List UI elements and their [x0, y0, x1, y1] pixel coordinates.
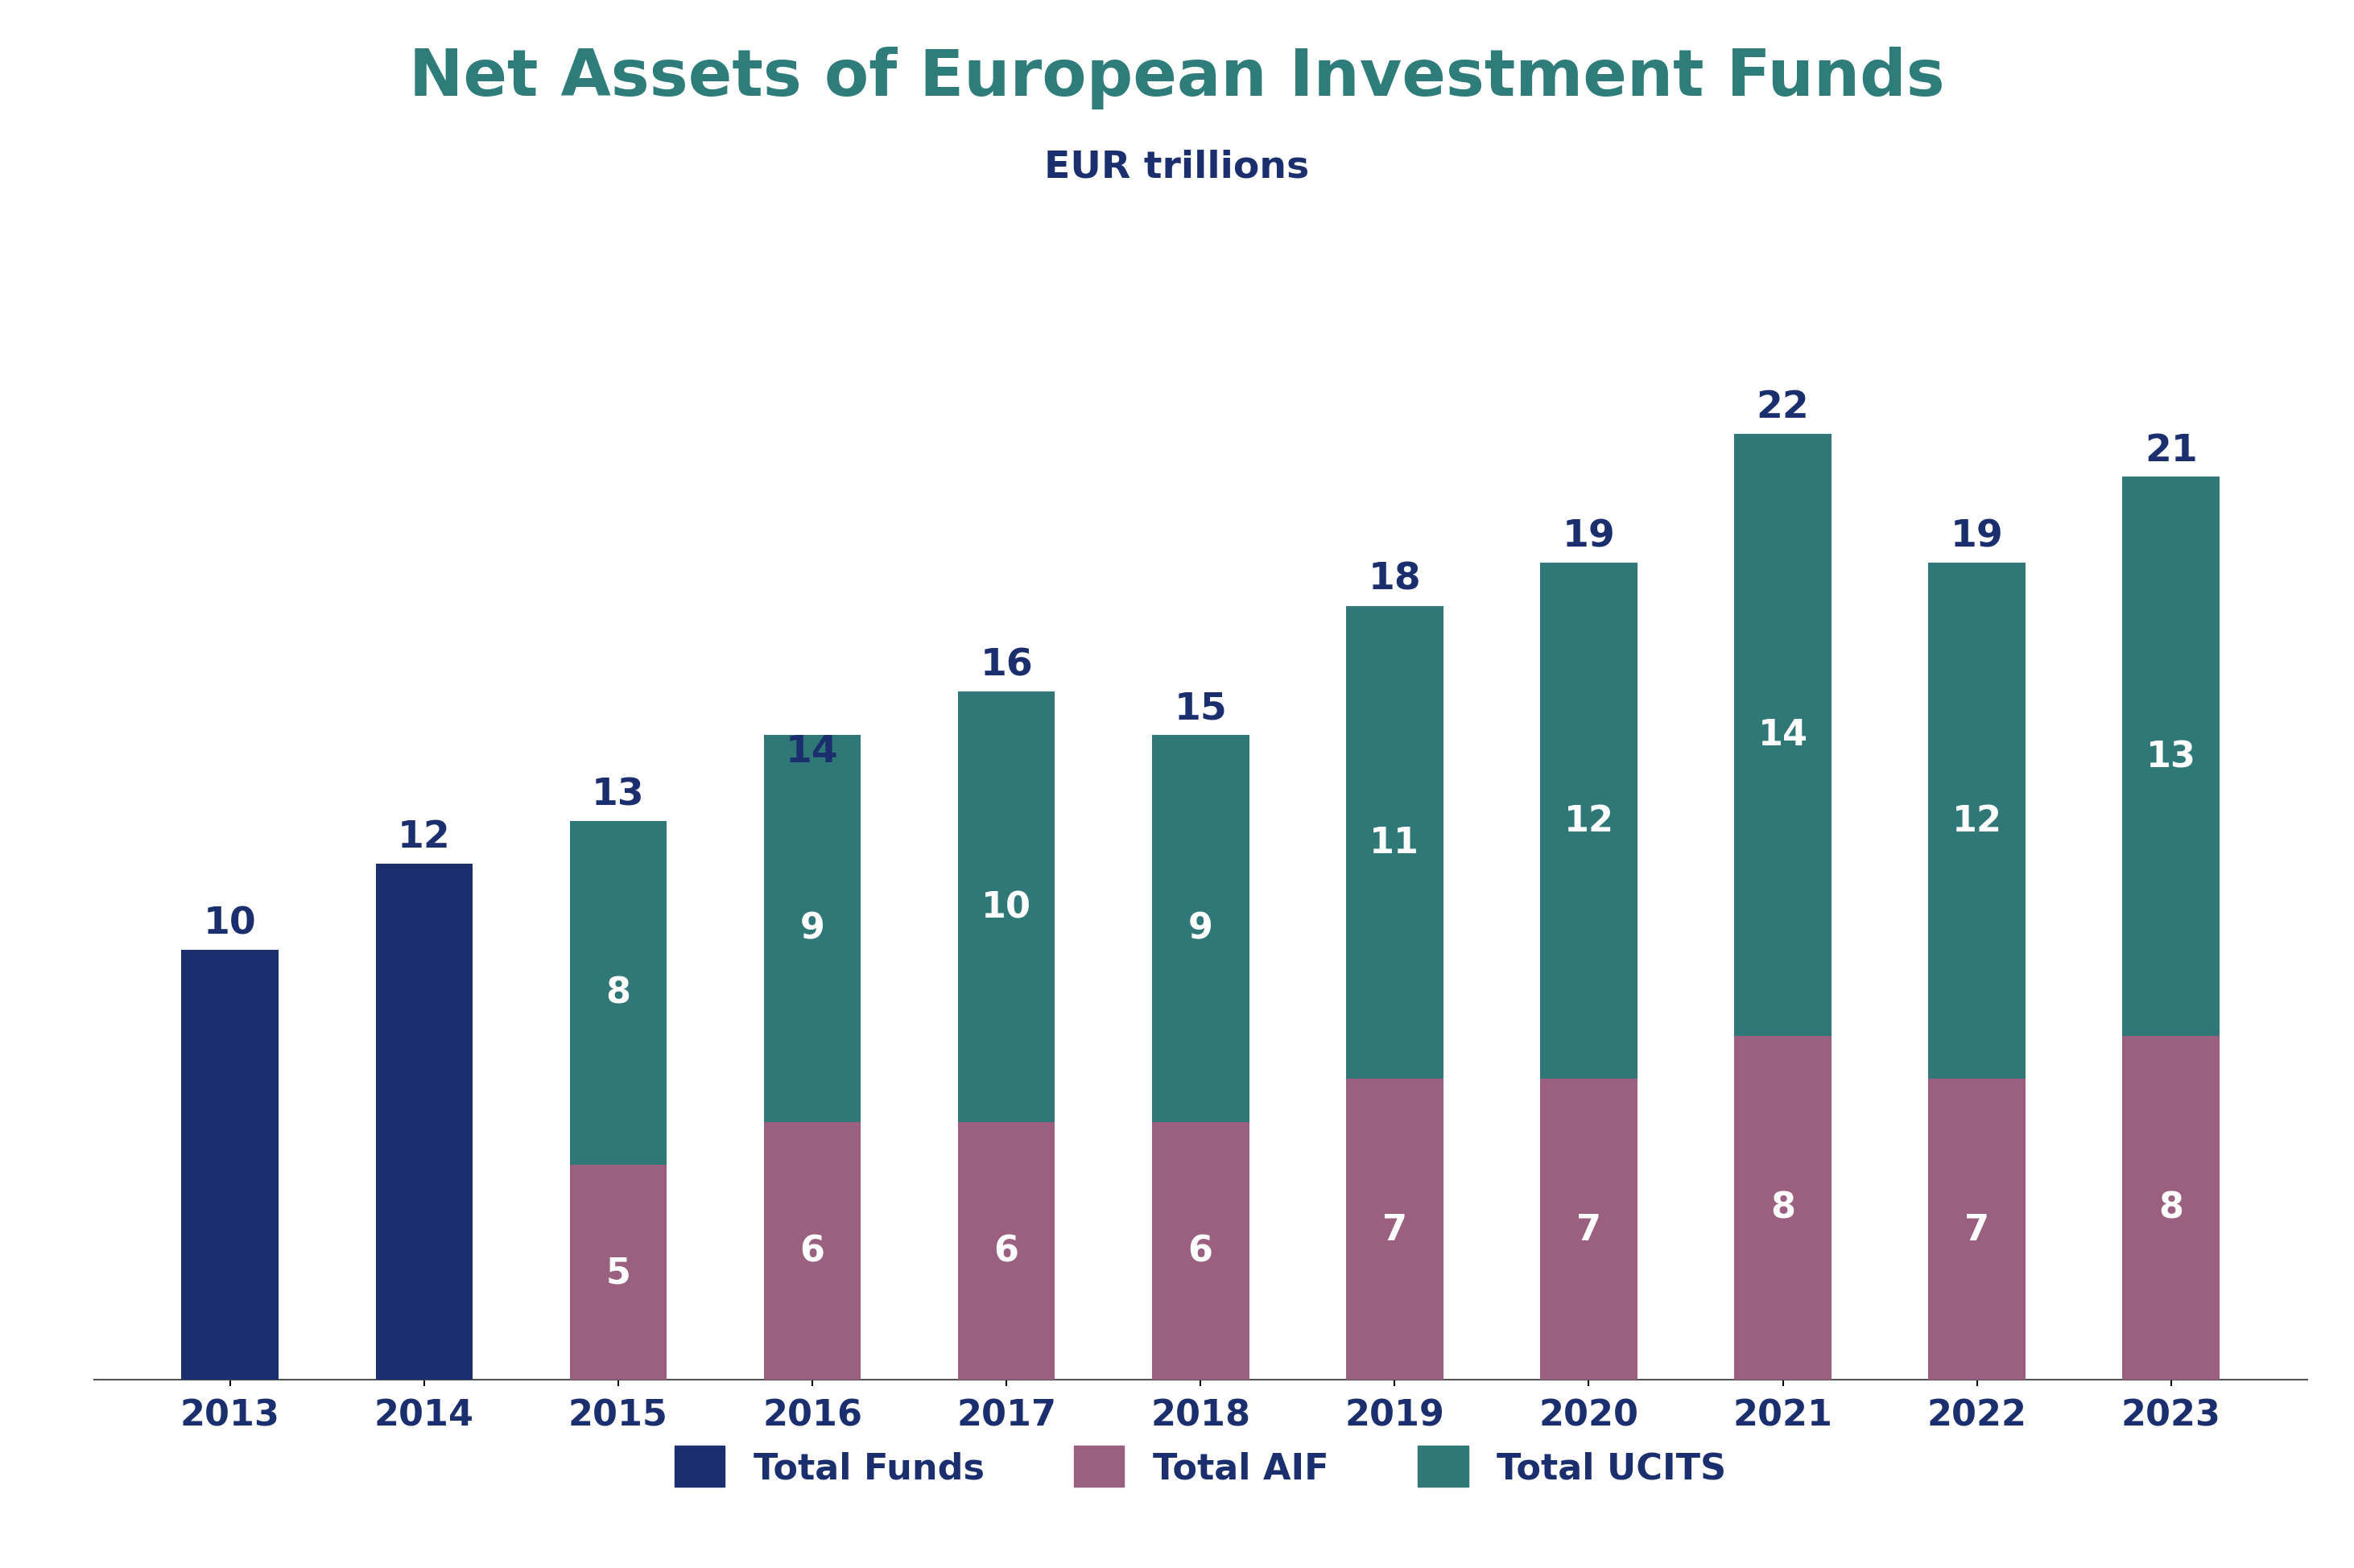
Text: 13: 13	[2147, 740, 2196, 775]
Text: 14: 14	[1758, 718, 1808, 753]
Text: 19: 19	[1563, 519, 1615, 555]
Text: 8: 8	[605, 975, 631, 1010]
Text: 10: 10	[202, 905, 257, 941]
Text: 9: 9	[1189, 911, 1212, 946]
Text: 9: 9	[800, 911, 824, 946]
Text: 19: 19	[1951, 519, 2003, 555]
Text: 12: 12	[1951, 804, 2001, 839]
Bar	[181, 950, 278, 1380]
Bar	[1346, 607, 1443, 1079]
Text: 6: 6	[800, 1234, 824, 1269]
Text: 6: 6	[993, 1234, 1019, 1269]
Bar	[1151, 1123, 1250, 1380]
Text: 14: 14	[786, 734, 838, 770]
Text: 7: 7	[1382, 1212, 1408, 1247]
Text: 8: 8	[1770, 1190, 1796, 1225]
Text: Net Assets of European Investment Funds: Net Assets of European Investment Funds	[410, 47, 1944, 110]
Bar	[1540, 1079, 1638, 1380]
Bar	[763, 1123, 862, 1380]
Text: 11: 11	[1370, 825, 1419, 859]
Bar	[1928, 563, 2024, 1079]
Bar	[1151, 735, 1250, 1123]
Bar	[570, 822, 666, 1165]
Text: 22: 22	[1756, 389, 1810, 426]
Bar	[1928, 1079, 2024, 1380]
Text: 21: 21	[2144, 433, 2199, 469]
Bar	[570, 1165, 666, 1380]
Text: 12: 12	[398, 820, 450, 856]
Text: 7: 7	[1577, 1212, 1601, 1247]
Bar	[377, 864, 473, 1380]
Text: 10: 10	[982, 889, 1031, 925]
Bar	[763, 735, 862, 1123]
Text: 8: 8	[2159, 1190, 2185, 1225]
Bar	[2123, 1036, 2220, 1380]
Text: 13: 13	[591, 776, 645, 812]
Legend: Total Funds, Total AIF, Total UCITS: Total Funds, Total AIF, Total UCITS	[661, 1432, 1740, 1501]
Text: 7: 7	[1966, 1212, 1989, 1247]
Text: 12: 12	[1563, 804, 1615, 839]
Bar	[1346, 1079, 1443, 1380]
Text: 6: 6	[1189, 1234, 1212, 1269]
Text: 16: 16	[979, 648, 1033, 684]
Bar	[2123, 477, 2220, 1036]
Text: EUR trillions: EUR trillions	[1045, 149, 1309, 185]
Text: 18: 18	[1368, 561, 1422, 597]
Bar	[1735, 1036, 1831, 1380]
Text: 15: 15	[1175, 690, 1226, 726]
Text: 5: 5	[605, 1254, 631, 1290]
Bar	[1735, 434, 1831, 1036]
Bar	[958, 1123, 1055, 1380]
Bar	[958, 691, 1055, 1123]
Bar	[1540, 563, 1638, 1079]
